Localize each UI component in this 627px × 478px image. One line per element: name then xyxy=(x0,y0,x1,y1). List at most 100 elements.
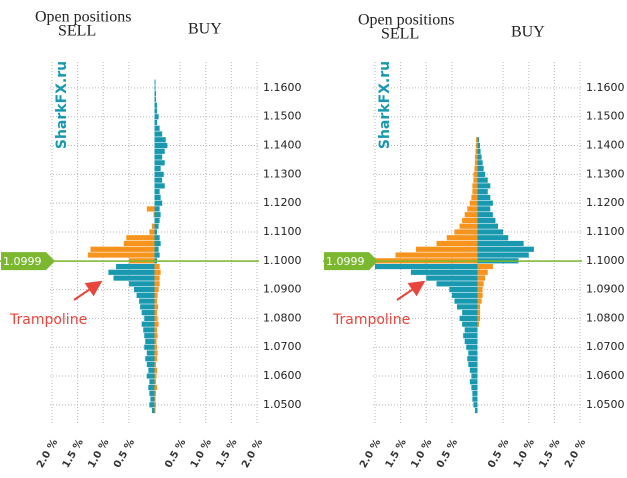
bar xyxy=(477,189,488,195)
y-tick-label: 1.0700 xyxy=(263,340,302,353)
bar xyxy=(474,160,478,166)
bar xyxy=(144,315,155,322)
bar xyxy=(375,263,478,270)
bar xyxy=(146,206,155,212)
bar xyxy=(154,91,157,97)
buy-header: BUY xyxy=(188,21,222,38)
bar xyxy=(154,108,158,114)
bar xyxy=(473,402,478,408)
bar xyxy=(154,292,158,298)
bar xyxy=(154,402,157,408)
bar xyxy=(154,384,158,391)
bar xyxy=(154,96,157,103)
sell-header: SELL xyxy=(58,23,96,40)
price-label: 1.0999 xyxy=(3,255,42,268)
y-tick-label: 1.1200 xyxy=(263,196,302,209)
bar xyxy=(469,200,478,206)
bar xyxy=(145,356,155,362)
bar xyxy=(475,137,478,143)
bar xyxy=(141,321,155,327)
bar xyxy=(154,125,160,131)
bar xyxy=(154,333,158,339)
bar xyxy=(154,407,156,414)
bar xyxy=(154,194,161,201)
watermark: SharkFX.ru xyxy=(54,61,70,149)
bar xyxy=(154,85,156,91)
annotation-arrow xyxy=(396,280,426,301)
bar xyxy=(477,235,509,241)
bar xyxy=(477,321,480,327)
bar xyxy=(475,148,478,154)
bar xyxy=(436,240,478,247)
y-tick-label: 1.1300 xyxy=(263,167,302,180)
bar xyxy=(459,223,478,229)
y-tick-label: 1.0800 xyxy=(263,311,302,324)
bar xyxy=(471,384,478,391)
y-tick-label: 1.1600 xyxy=(586,81,625,94)
y-tick-label: 1.0900 xyxy=(263,283,302,296)
bar xyxy=(154,338,157,345)
bar xyxy=(154,281,160,287)
bar xyxy=(146,350,155,356)
bar xyxy=(477,269,488,275)
price-label: 1.0999 xyxy=(326,255,365,268)
bar xyxy=(154,229,158,235)
bar xyxy=(477,200,493,206)
bar xyxy=(139,298,155,304)
bar xyxy=(477,137,480,143)
y-tick-label: 1.0700 xyxy=(586,340,625,353)
bar xyxy=(149,229,155,235)
bar xyxy=(154,223,159,229)
panel-title: Open positions xyxy=(358,12,454,29)
bar xyxy=(154,379,157,385)
bar xyxy=(446,235,478,241)
bar xyxy=(149,379,155,385)
bar xyxy=(144,344,155,350)
bar xyxy=(477,229,504,235)
bar xyxy=(474,154,478,160)
bar xyxy=(454,298,478,304)
bar xyxy=(154,148,165,154)
annotation-arrow xyxy=(73,280,103,301)
bar xyxy=(475,142,478,149)
bar xyxy=(477,310,481,316)
bar xyxy=(154,356,158,362)
bar xyxy=(123,240,155,247)
bar xyxy=(474,165,478,172)
bar xyxy=(154,321,159,327)
bar xyxy=(154,269,161,275)
bar xyxy=(154,344,158,350)
bar xyxy=(154,310,158,316)
bar xyxy=(154,235,160,241)
bar xyxy=(468,350,478,356)
bar xyxy=(462,310,478,316)
bar xyxy=(144,333,155,339)
bar xyxy=(126,235,155,241)
y-tick-label: 1.0600 xyxy=(586,369,625,382)
bar xyxy=(477,154,482,160)
bar xyxy=(410,269,478,275)
bar xyxy=(116,263,155,270)
bar xyxy=(436,281,478,287)
bar xyxy=(469,367,478,373)
bar xyxy=(463,333,478,339)
bar xyxy=(145,338,155,345)
bar xyxy=(141,310,155,316)
bar xyxy=(477,252,529,258)
bar xyxy=(154,183,165,189)
bar xyxy=(154,171,164,177)
bar xyxy=(154,373,157,379)
y-tick-label: 1.1400 xyxy=(586,139,625,152)
bar xyxy=(449,286,478,293)
bar xyxy=(467,356,478,362)
bar xyxy=(477,292,483,298)
price-tag xyxy=(324,252,378,271)
bar xyxy=(154,217,160,224)
bar xyxy=(154,240,161,247)
bar xyxy=(154,252,160,258)
y-tick-label: 1.1200 xyxy=(586,196,625,209)
bar xyxy=(477,217,496,224)
bar xyxy=(154,396,156,402)
bar xyxy=(468,361,478,368)
bar xyxy=(154,390,157,396)
